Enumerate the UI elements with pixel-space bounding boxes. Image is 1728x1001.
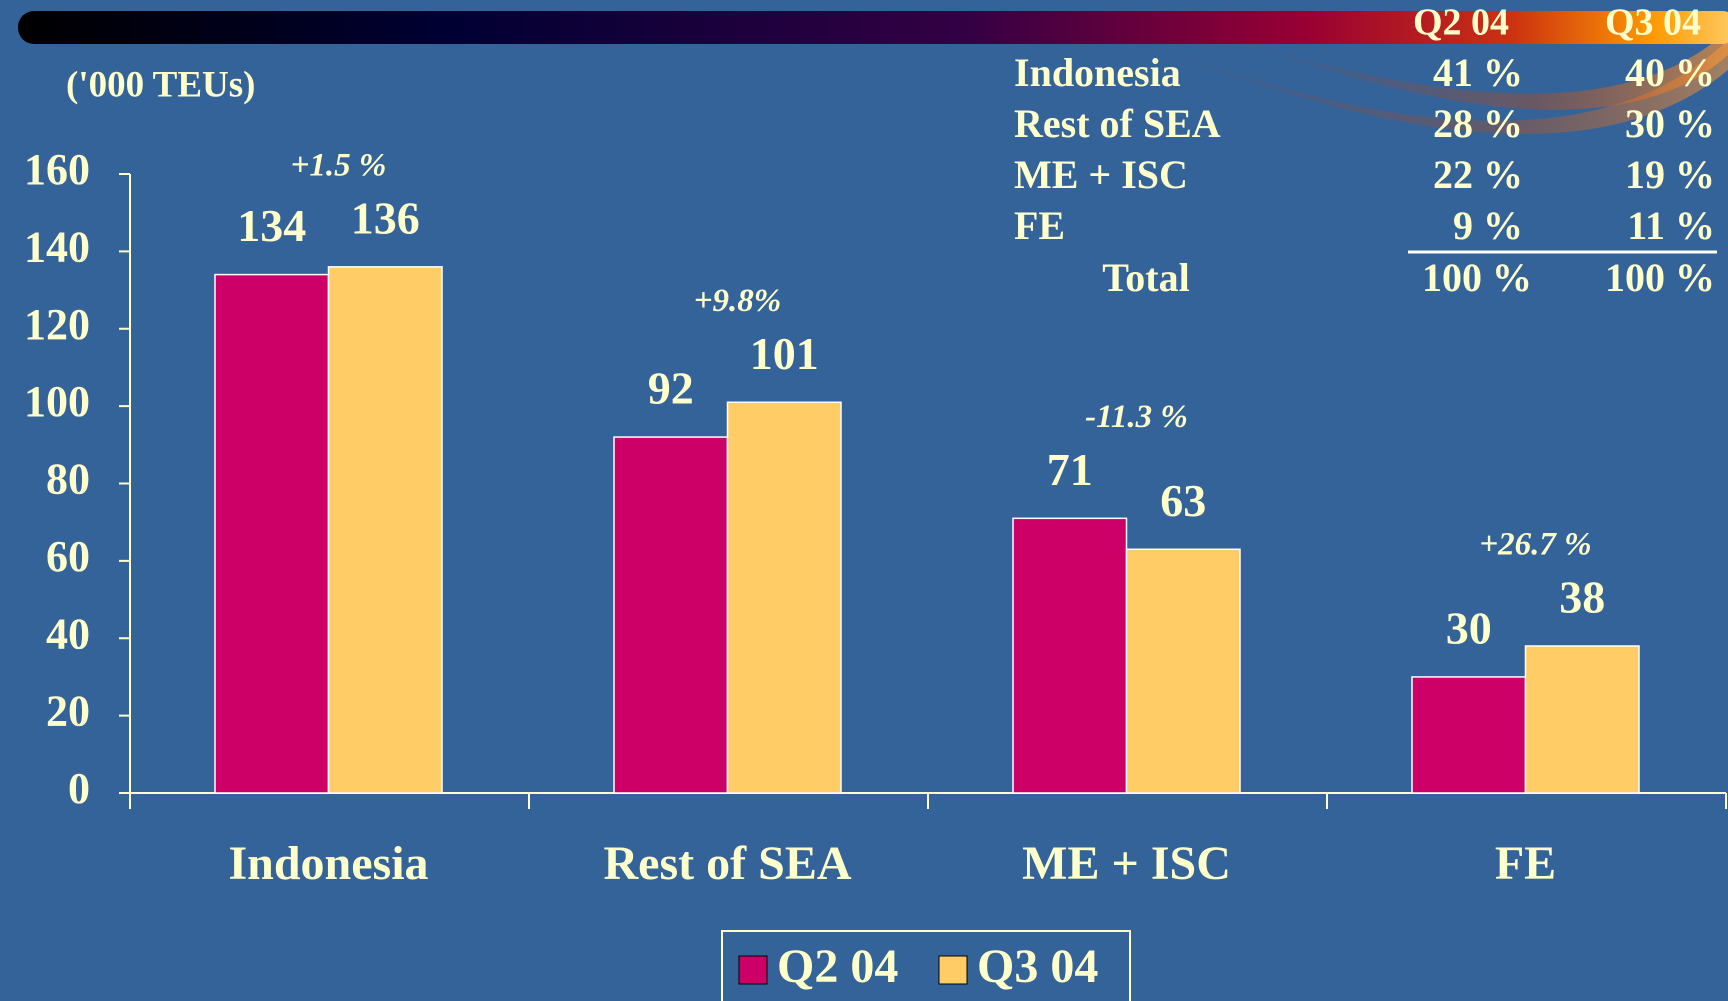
- bar: [1524, 645, 1640, 794]
- table-header: Q2 04: [1413, 2, 1509, 44]
- bar: [1125, 548, 1241, 794]
- value-label: 101: [750, 328, 819, 379]
- legend-box: [721, 930, 1131, 1001]
- y-tick-label: 40: [46, 609, 90, 658]
- x-tick-label: ME + ISC: [1022, 837, 1231, 890]
- legend-label: Q2 04: [777, 940, 898, 993]
- row-label: Rest of SEA: [1014, 101, 1221, 146]
- x-tick-label: FE: [1495, 837, 1556, 890]
- y-tick-label: 0: [68, 764, 90, 813]
- total-value: 100 %: [1422, 255, 1532, 300]
- share-value: 40 %: [1625, 50, 1715, 95]
- share-value: 41 %: [1433, 50, 1523, 95]
- annotation: +1.5 %: [291, 147, 387, 183]
- share-value: 22 %: [1433, 152, 1523, 197]
- annotation: +9.8%: [694, 283, 782, 319]
- share-value: 19 %: [1625, 152, 1715, 197]
- total-label: Total: [1102, 255, 1189, 300]
- bar: [613, 436, 729, 794]
- y-tick-label: 80: [46, 455, 90, 504]
- x-tick-label: Rest of SEA: [604, 837, 852, 890]
- value-label: 30: [1446, 603, 1492, 654]
- share-value: 9 %: [1453, 203, 1523, 248]
- value-label: 63: [1160, 475, 1206, 526]
- total-value: 100 %: [1605, 255, 1715, 300]
- value-label: 71: [1047, 444, 1093, 495]
- share-value: 11 %: [1627, 203, 1715, 248]
- y-tick-label: 20: [46, 687, 90, 736]
- y-tick-label: 120: [24, 300, 90, 349]
- row-label: FE: [1014, 203, 1065, 248]
- swoosh: [1250, 30, 1728, 110]
- x-tick-label: Indonesia: [228, 837, 428, 890]
- y-tick-label: 60: [46, 532, 90, 581]
- value-label: 134: [237, 200, 306, 251]
- bar: [1012, 517, 1128, 794]
- y-tick-label: 100: [24, 377, 90, 426]
- value-label: 38: [1559, 572, 1605, 623]
- y-tick-label: 160: [24, 145, 90, 194]
- bar: [327, 266, 443, 794]
- legend-swatch: [738, 955, 768, 985]
- y-tick-label: 140: [24, 222, 90, 271]
- annotation: -11.3 %: [1085, 399, 1188, 435]
- value-label: 136: [351, 192, 420, 243]
- legend-label: Q3 04: [977, 940, 1098, 993]
- share-value: 28 %: [1433, 101, 1523, 146]
- row-label: Indonesia: [1014, 50, 1181, 95]
- y-axis-label: ('000 TEUs): [66, 64, 255, 105]
- banner: [18, 11, 1728, 44]
- table-header: Q3 04: [1605, 2, 1701, 44]
- row-label: ME + ISC: [1014, 152, 1188, 197]
- annotation: +26.7 %: [1479, 527, 1591, 563]
- bar: [214, 273, 330, 794]
- bar: [726, 401, 842, 794]
- value-label: 92: [648, 363, 694, 414]
- legend-swatch: [938, 955, 968, 985]
- bar: [1411, 676, 1527, 794]
- share-value: 30 %: [1625, 101, 1715, 146]
